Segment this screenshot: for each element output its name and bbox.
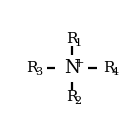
- Text: 2: 2: [74, 96, 81, 106]
- Text: 4: 4: [112, 67, 119, 77]
- Text: N: N: [64, 59, 80, 77]
- Text: R: R: [66, 90, 78, 104]
- Text: R: R: [26, 61, 38, 75]
- Text: +: +: [74, 57, 84, 70]
- Text: 3: 3: [35, 67, 42, 77]
- Text: 1: 1: [74, 38, 81, 48]
- Text: R: R: [103, 61, 115, 75]
- Text: R: R: [66, 32, 78, 46]
